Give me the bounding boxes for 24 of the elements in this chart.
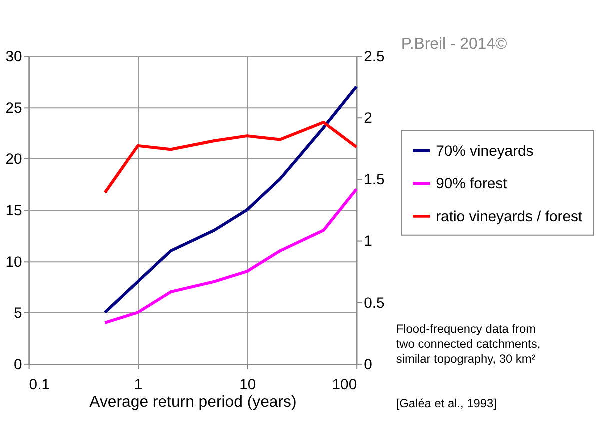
y2-tick-label: 2 — [364, 111, 372, 128]
y-tick-label: 25 — [6, 100, 22, 117]
legend-label: ratio vineyards / forest — [436, 209, 584, 226]
legend-label: 70% vineyards — [436, 144, 534, 160]
text: Flood-frequency data from two connected catchments, similar topography, 30 km² — [396, 322, 541, 366]
y2-tick-label: 0.5 — [364, 296, 385, 312]
y2-tick-label: 0 — [364, 357, 372, 374]
text: P.Breil - 2014© — [401, 36, 508, 54]
x-axis-title: Average return period (years) — [90, 394, 297, 412]
y-tick-label: 30 — [6, 49, 22, 66]
y-tick-label: 10 — [6, 254, 22, 271]
x-tick-label: 10 — [240, 377, 256, 394]
y-tick-label: 5 — [14, 306, 22, 322]
y2-tick-label: 1.5 — [364, 172, 385, 189]
y-tick-label: 15 — [6, 203, 22, 220]
text: [Galéa et al., 1993] — [396, 396, 497, 411]
legend-label: 90% forest — [436, 176, 508, 193]
x-tick-label: 1 — [134, 377, 143, 394]
x-tick-label: 0.1 — [29, 377, 50, 394]
x-tick-label: 100 — [332, 377, 358, 394]
y2-tick-label: 2.5 — [364, 49, 385, 66]
y2-tick-label: 1 — [364, 234, 372, 250]
y-tick-label: 0 — [14, 357, 22, 374]
y-tick-label: 20 — [6, 152, 22, 168]
